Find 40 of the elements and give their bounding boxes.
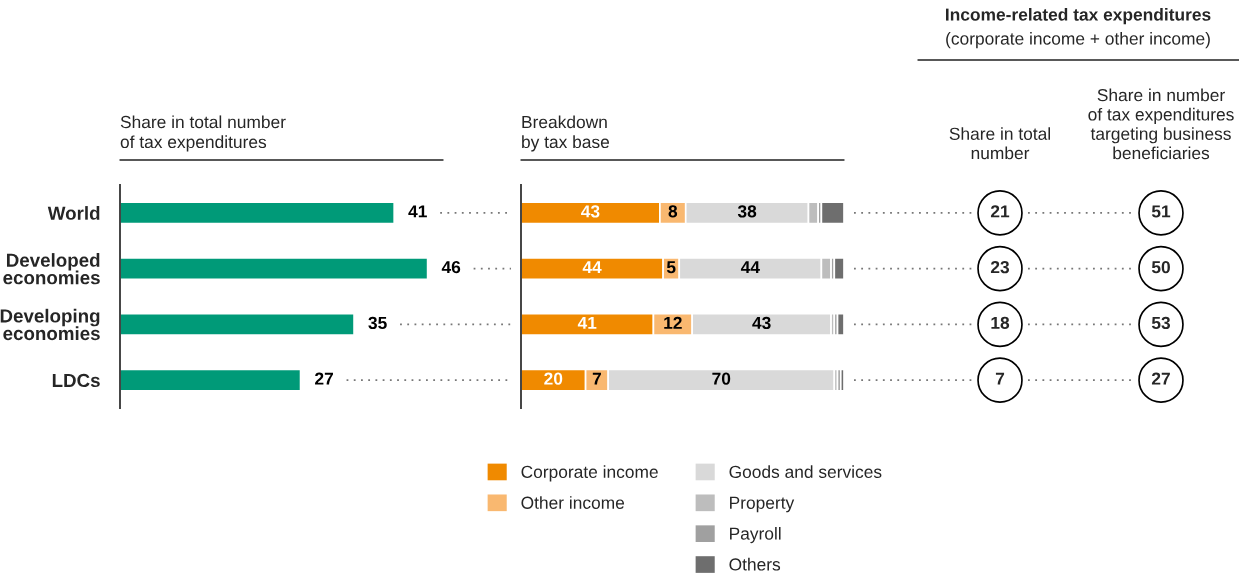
legend-label: Goods and services xyxy=(729,465,882,479)
legend-label: Property xyxy=(730,496,795,513)
data-label: 5 xyxy=(666,261,676,274)
text: (corporate income + other income) xyxy=(946,32,1210,49)
data-label: 20 xyxy=(544,372,563,385)
data-label: 41 xyxy=(408,205,427,218)
data-label: 23 xyxy=(990,260,1010,274)
chart-title: Breakdown by tax base xyxy=(522,115,610,152)
data-label: 46 xyxy=(441,260,461,274)
y-tick-label: Developing economies xyxy=(0,308,100,341)
legend-label: Payroll xyxy=(730,527,781,544)
legend-label: Other income xyxy=(521,496,625,509)
legend-label: Others xyxy=(729,557,781,571)
y-tick-label: Developed economies xyxy=(3,253,100,285)
text: Share in number of tax expenditures targeting business beneficiaries xyxy=(1088,88,1234,160)
data-label: 7 xyxy=(995,372,1005,385)
data-label: 35 xyxy=(368,316,387,330)
data-label: 41 xyxy=(577,316,597,329)
data-label: 18 xyxy=(991,316,1010,330)
data-label: 51 xyxy=(1151,205,1171,218)
legend-label: Corporate income xyxy=(521,465,658,482)
data-label: 70 xyxy=(712,372,731,385)
data-label: 8 xyxy=(668,205,678,218)
chart-title: Share in total number of tax expenditures xyxy=(120,115,286,152)
data-label: 44 xyxy=(582,261,602,274)
data-label: 27 xyxy=(1151,372,1170,385)
data-label: 44 xyxy=(740,261,760,274)
data-label: 27 xyxy=(315,372,333,385)
data-label: 7 xyxy=(592,372,601,385)
data-label: 43 xyxy=(581,205,600,218)
data-label: 21 xyxy=(990,205,1010,218)
data-label: 53 xyxy=(1151,316,1171,330)
data-label: 38 xyxy=(737,205,757,218)
y-tick-label: LDCs xyxy=(52,373,100,388)
text: Income-related tax expenditures xyxy=(946,8,1211,25)
data-label: 43 xyxy=(752,316,771,330)
data-label: 50 xyxy=(1151,260,1170,274)
y-tick-label: World xyxy=(47,206,100,220)
data-label: 12 xyxy=(664,316,682,329)
text: Share in total number xyxy=(949,127,1050,160)
